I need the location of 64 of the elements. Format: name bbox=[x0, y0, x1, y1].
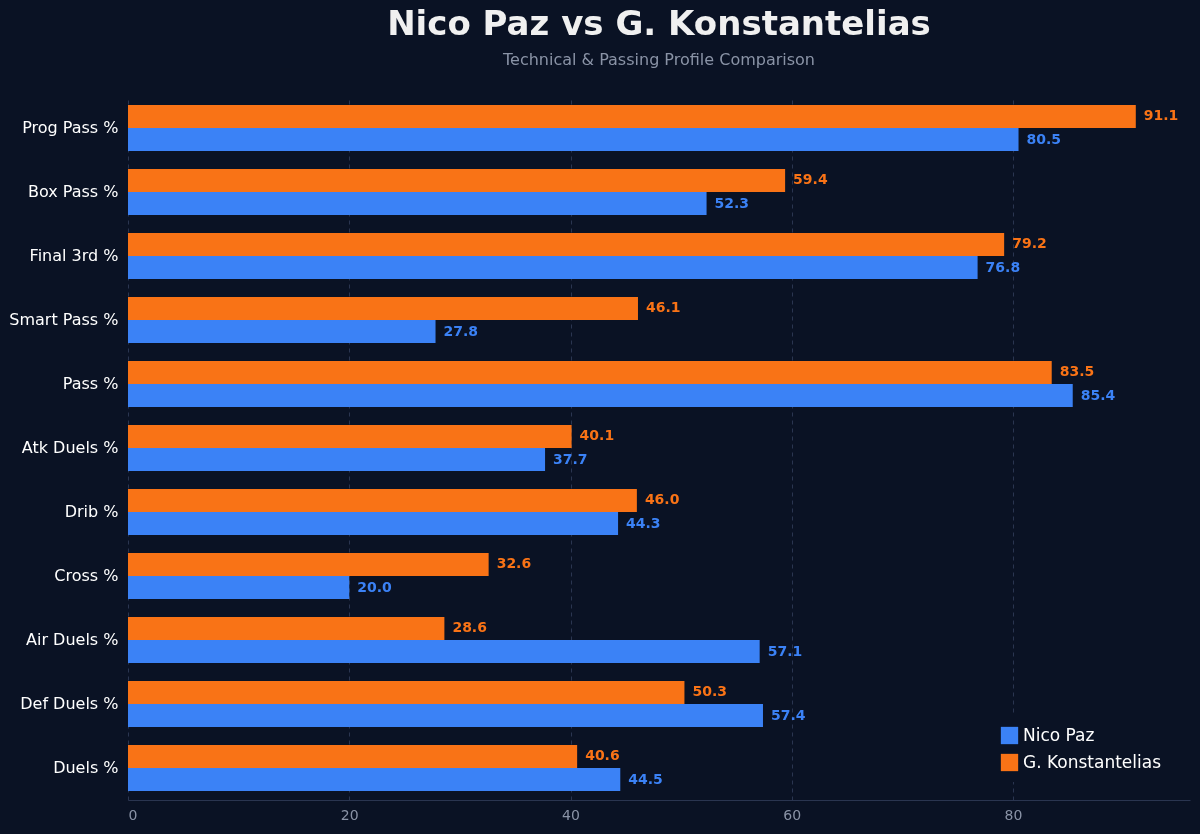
data-label: 50.3 bbox=[692, 683, 727, 700]
legend-label: Nico Paz bbox=[1023, 724, 1095, 745]
bar bbox=[128, 744, 578, 768]
data-label: 83.5 bbox=[1059, 363, 1095, 380]
y-tick-label: Def Duels % bbox=[20, 694, 119, 713]
bar bbox=[128, 680, 685, 704]
bar bbox=[128, 704, 763, 728]
x-tick-label: 40 bbox=[562, 806, 580, 823]
data-label: 20.0 bbox=[357, 578, 393, 595]
bar bbox=[128, 232, 1005, 256]
bar bbox=[128, 576, 350, 600]
y-tick-label: Duels % bbox=[53, 758, 119, 777]
bar bbox=[128, 552, 489, 576]
y-tick-label: Final 3rd % bbox=[29, 246, 119, 265]
y-tick-label: Prog Pass % bbox=[22, 118, 119, 137]
bar bbox=[128, 192, 707, 216]
y-tick-label: Drib % bbox=[64, 502, 119, 521]
x-tick-label: 60 bbox=[783, 806, 802, 823]
data-label: 44.5 bbox=[628, 770, 663, 787]
y-tick-label: Pass % bbox=[62, 374, 119, 393]
bar bbox=[128, 640, 760, 664]
data-label: 37.7 bbox=[553, 450, 588, 467]
y-tick-label: Smart Pass % bbox=[9, 310, 119, 329]
bar bbox=[128, 768, 621, 792]
chart-subtitle: Technical & Passing Profile Comparison bbox=[502, 50, 815, 69]
data-label: 80.5 bbox=[1026, 130, 1062, 147]
bar bbox=[128, 104, 1136, 128]
data-label: 46.1 bbox=[645, 299, 681, 316]
data-label: 40.1 bbox=[579, 427, 615, 444]
data-label: 40.6 bbox=[585, 747, 620, 764]
data-label: 27.8 bbox=[443, 322, 479, 339]
data-label: 91.1 bbox=[1143, 107, 1179, 124]
data-label: 28.6 bbox=[452, 619, 487, 636]
legend-label: G. Konstantelias bbox=[1023, 751, 1162, 772]
bar bbox=[128, 384, 1073, 408]
data-label: 32.6 bbox=[496, 555, 532, 572]
bar bbox=[128, 616, 445, 640]
y-tick-label: Box Pass % bbox=[27, 182, 119, 201]
data-label: 57.1 bbox=[767, 642, 803, 659]
data-label: 52.3 bbox=[714, 194, 750, 211]
data-label: 44.3 bbox=[626, 514, 661, 531]
y-tick-label: Air Duels % bbox=[26, 630, 119, 649]
x-tick-label: 20 bbox=[340, 806, 359, 823]
chart-title: Nico Paz vs G. Konstantelias bbox=[387, 3, 931, 43]
data-label: 57.4 bbox=[770, 706, 806, 723]
data-label: 59.4 bbox=[793, 171, 828, 188]
bar bbox=[128, 512, 619, 536]
data-label: 76.8 bbox=[985, 258, 1021, 275]
bar bbox=[128, 360, 1052, 384]
bar bbox=[128, 320, 436, 344]
bar bbox=[128, 296, 638, 320]
y-tick-label: Cross % bbox=[54, 566, 119, 585]
bar bbox=[128, 256, 978, 280]
bar bbox=[128, 424, 572, 448]
bar bbox=[128, 168, 786, 192]
bar bbox=[128, 448, 546, 472]
data-label: 46.0 bbox=[644, 491, 680, 508]
x-tick-label: 0 bbox=[128, 806, 138, 823]
y-tick-label: Atk Duels % bbox=[21, 438, 119, 457]
bar bbox=[128, 488, 637, 512]
x-tick-label: 80 bbox=[1004, 806, 1023, 823]
data-label: 85.4 bbox=[1080, 386, 1116, 403]
bar bbox=[128, 128, 1019, 152]
data-label: 79.2 bbox=[1012, 235, 1047, 252]
